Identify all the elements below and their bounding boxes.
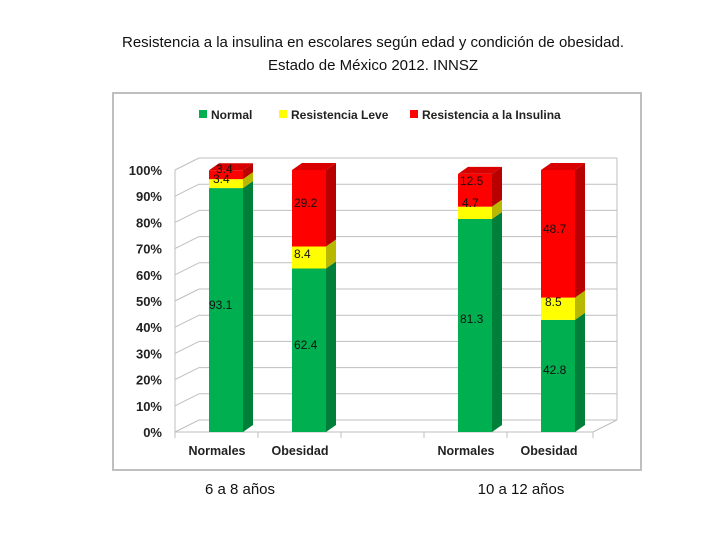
bar-front <box>541 319 575 432</box>
bar-front <box>541 170 575 298</box>
bar-front <box>541 297 575 320</box>
bar-front <box>458 206 492 219</box>
data-label: 93.1 <box>209 298 233 312</box>
bar-side <box>492 166 502 207</box>
y-tick-label: 100% <box>129 163 163 178</box>
data-label: 62.4 <box>294 338 318 352</box>
gridline-diagonal <box>174 314 200 328</box>
x-category-label: Obesidad <box>272 444 329 458</box>
bar-front <box>209 179 243 189</box>
gridline-diagonal <box>174 393 200 407</box>
data-label: 12.5 <box>460 174 484 188</box>
gridline-diagonal <box>174 340 200 354</box>
y-tick-label: 70% <box>136 242 162 257</box>
bar-segment <box>209 181 253 432</box>
x-category-label: Normales <box>438 444 495 458</box>
bar-side <box>243 163 253 180</box>
bar-front <box>292 268 326 432</box>
data-label: 4.7 <box>462 196 479 210</box>
bar-segment <box>209 163 253 180</box>
legend-swatch <box>410 110 418 118</box>
bar-top <box>458 166 502 174</box>
y-tick-label: 10% <box>136 399 162 414</box>
data-label: 8.4 <box>294 247 311 261</box>
y-tick-label: 50% <box>136 294 162 309</box>
chart-title-line-1: Resistencia a la insulina en escolares s… <box>122 34 624 51</box>
gridline-diagonal <box>174 419 200 433</box>
legend-swatch <box>279 110 287 118</box>
bar-segment <box>541 312 585 432</box>
bar-side <box>326 163 336 247</box>
bar-segment <box>541 163 585 298</box>
gridline-diagonal <box>174 367 200 381</box>
bar-side <box>575 163 585 298</box>
bar-side <box>575 312 585 432</box>
bar-side <box>326 261 336 432</box>
bar-side <box>492 199 502 219</box>
bar-segment <box>541 290 585 320</box>
data-label: 3.4 <box>216 162 233 176</box>
bar-side <box>243 172 253 189</box>
legend-label: Resistencia Leve <box>291 108 389 122</box>
gridline-diagonal <box>174 157 200 171</box>
data-label: 81.3 <box>460 312 484 326</box>
gridline-diagonal <box>174 236 200 250</box>
y-tick-label: 80% <box>136 215 162 230</box>
bar-top <box>541 163 585 170</box>
chart-title-line-2: Estado de México 2012. INNSZ <box>267 57 479 74</box>
group-label-6-8: 6 a 8 años <box>204 481 276 498</box>
bar-top <box>209 163 253 171</box>
x-category-label: Normales <box>189 444 246 458</box>
bar-side <box>492 211 502 432</box>
data-label: 8.5 <box>545 295 562 309</box>
bar-front <box>458 173 492 207</box>
bar-front <box>209 170 243 180</box>
bar-segment <box>209 172 253 189</box>
chart-title: Resistencia a la insulina en escolares s… <box>0 31 720 77</box>
gridline-diagonal <box>174 262 200 276</box>
legend-label: Resistencia a la Insulina <box>422 108 561 122</box>
bar-front <box>458 218 492 432</box>
gridline-diagonal <box>174 183 200 197</box>
gridline-diagonal <box>174 209 200 223</box>
bar-segment <box>292 239 336 269</box>
bar-front <box>292 170 326 247</box>
bar-side <box>575 290 585 320</box>
bar-segment <box>292 163 336 247</box>
data-label: 48.7 <box>543 222 567 236</box>
gridline-diagonal <box>174 288 200 302</box>
group-label-10-12: 10 a 12 años <box>477 481 565 498</box>
legend-label: Normal <box>211 108 252 122</box>
bar-segment <box>292 261 336 432</box>
bar-segment <box>458 166 502 207</box>
y-tick-label: 0% <box>143 425 162 440</box>
bar-front <box>209 188 243 432</box>
legend-swatch <box>199 110 207 118</box>
bar-side <box>243 181 253 432</box>
bar-top <box>292 163 336 170</box>
y-tick-label: 90% <box>136 189 162 204</box>
data-label: 29.2 <box>294 196 318 210</box>
x-category-label: Obesidad <box>521 444 578 458</box>
bar-front <box>292 246 326 269</box>
y-tick-label: 40% <box>136 320 162 335</box>
floor-right-edge <box>592 419 618 433</box>
y-tick-label: 60% <box>136 268 162 283</box>
bar-segment <box>458 199 502 219</box>
data-label: 3.4 <box>213 172 230 186</box>
data-label: 42.8 <box>543 363 567 377</box>
y-tick-label: 20% <box>136 373 162 388</box>
bar-side <box>326 239 336 269</box>
bar-segment <box>458 211 502 432</box>
y-tick-label: 30% <box>136 346 162 361</box>
